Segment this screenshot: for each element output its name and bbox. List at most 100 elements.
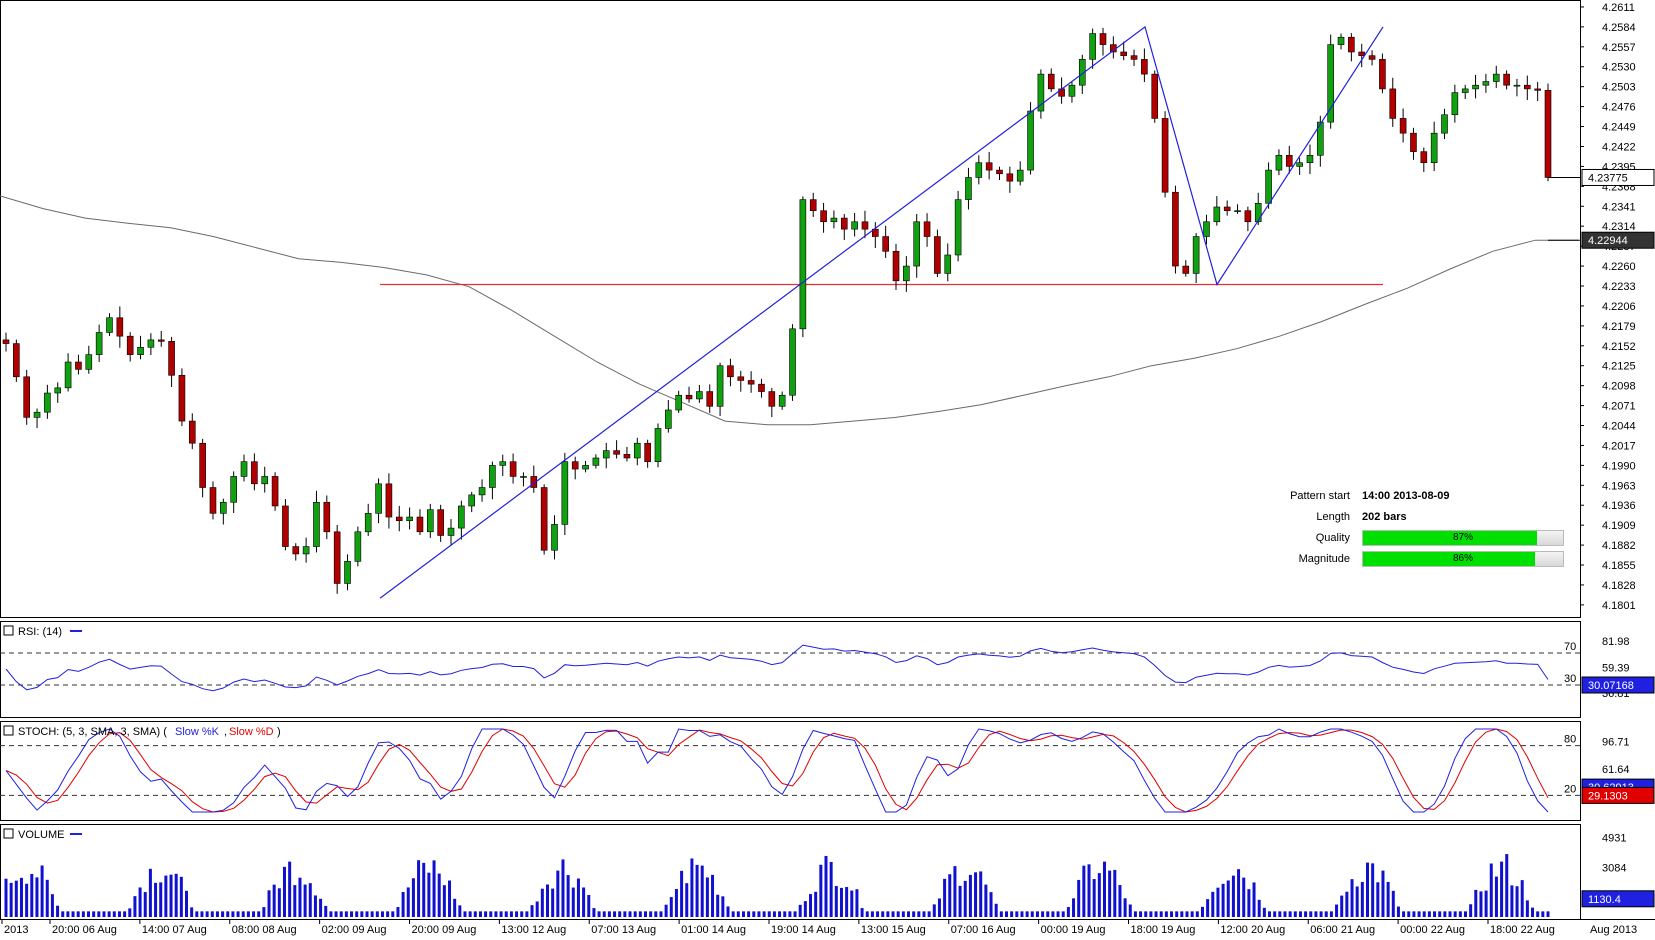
volume-bar: [1010, 911, 1014, 917]
price-tick-label: 4.2449: [1602, 122, 1636, 134]
candle-bear: [1389, 88, 1397, 119]
volume-bar: [711, 874, 715, 917]
volume-bar: [71, 911, 75, 917]
volume-bar: [814, 891, 818, 917]
volume-bar: [355, 911, 359, 917]
volume-bar: [344, 911, 348, 917]
volume-bar: [319, 898, 323, 917]
volume-bar: [690, 858, 694, 917]
volume-bar: [937, 898, 941, 917]
volume-bar: [731, 911, 735, 917]
price-tick-label: 4.2233: [1602, 281, 1636, 293]
volume-bar: [179, 876, 183, 917]
volume-bar: [571, 887, 575, 917]
time-tick-label: 00:00 22 Aug: [1400, 924, 1465, 936]
volume-bar: [1489, 863, 1493, 917]
volume-bar: [752, 911, 756, 917]
candle-bear: [1358, 51, 1366, 56]
volume-bar: [778, 911, 782, 917]
volume-bar: [1474, 889, 1478, 917]
volume-bar: [1422, 911, 1426, 917]
quality-bar-fill: [1363, 531, 1537, 545]
volume-bar: [50, 894, 54, 917]
candle-bull: [1472, 84, 1479, 90]
moving-average-layer: [0, 195, 1578, 426]
length-label: Length: [1316, 511, 1350, 523]
candle-bull: [1513, 84, 1521, 87]
volume-bar: [566, 875, 570, 917]
volume-bar: [241, 911, 245, 917]
candle-bull: [716, 365, 724, 407]
price-tick-label: 4.2476: [1602, 102, 1636, 114]
volume-bar: [154, 882, 158, 917]
volume-bar: [468, 911, 472, 917]
volume-bar: [1304, 911, 1308, 917]
volume-bar: [437, 873, 441, 917]
volume-bar: [1329, 911, 1333, 917]
price-tick-label: 4.2584: [1602, 22, 1636, 34]
candle-bear: [861, 221, 869, 230]
volume-bar: [855, 889, 859, 917]
candle-bear: [706, 391, 714, 407]
price-tick-label: 4.2125: [1602, 361, 1636, 373]
candle-bear: [768, 391, 776, 407]
volume-bar: [200, 911, 204, 917]
volume-bar: [803, 901, 807, 917]
candle-bear: [1182, 265, 1190, 274]
volume-bar: [989, 892, 993, 917]
candle-bull: [1317, 121, 1324, 156]
volume-bar: [1386, 881, 1390, 917]
volume-bar: [1082, 865, 1086, 917]
volume-bar: [92, 911, 96, 917]
volume-bar: [1170, 911, 1174, 917]
candle-bull: [44, 392, 51, 413]
volume-bar: [1092, 879, 1096, 917]
candle-bull: [1296, 162, 1303, 167]
volume-bar: [736, 911, 740, 917]
volume-bar: [1371, 863, 1375, 917]
candle-bull: [1441, 114, 1448, 134]
volume-bar: [303, 884, 307, 917]
candle-bull: [954, 199, 962, 256]
volume-bar: [267, 890, 271, 917]
volume-bar: [411, 878, 415, 917]
volume-bar: [1237, 869, 1241, 917]
volume-bar: [1206, 899, 1210, 917]
volume-bar: [478, 911, 482, 917]
candle-bull: [406, 516, 413, 522]
candle-bull: [1203, 221, 1210, 237]
volume-bar: [1051, 911, 1055, 917]
candle-bear: [613, 450, 620, 455]
volume-bar: [1515, 886, 1519, 917]
quality-bar: 87%: [1362, 530, 1564, 546]
volume-bar: [963, 880, 967, 917]
candle-bull: [1068, 84, 1076, 97]
price-tick-label: 4.1936: [1602, 500, 1636, 512]
volume-bar: [133, 896, 137, 917]
volume-bar: [1257, 899, 1261, 917]
volume-bar: [1015, 911, 1019, 917]
volume-bar: [839, 887, 843, 917]
candle-bear: [282, 505, 289, 547]
candle-bull: [799, 199, 807, 330]
candle-bull: [240, 461, 248, 477]
volume-tick-label: 3084: [1602, 862, 1626, 874]
volume-bar: [705, 877, 709, 917]
volume-bar: [1185, 911, 1189, 917]
price-tick-label: 4.1855: [1602, 560, 1636, 572]
volume-bar: [979, 871, 983, 917]
candle-bear: [820, 210, 827, 223]
volume-bar: [1458, 911, 1462, 917]
volume-bar: [81, 911, 85, 917]
candle-bull: [1451, 92, 1459, 116]
volume-bar: [907, 911, 911, 917]
time-tick-label: 20:00 06 Aug: [52, 924, 117, 936]
volume-bar: [102, 911, 106, 917]
volume-bar: [1391, 890, 1395, 917]
volume-bar: [1113, 869, 1117, 917]
candle-bull: [220, 501, 227, 514]
panel-frame-0: [0, 0, 1581, 618]
volume-bar: [215, 911, 219, 917]
